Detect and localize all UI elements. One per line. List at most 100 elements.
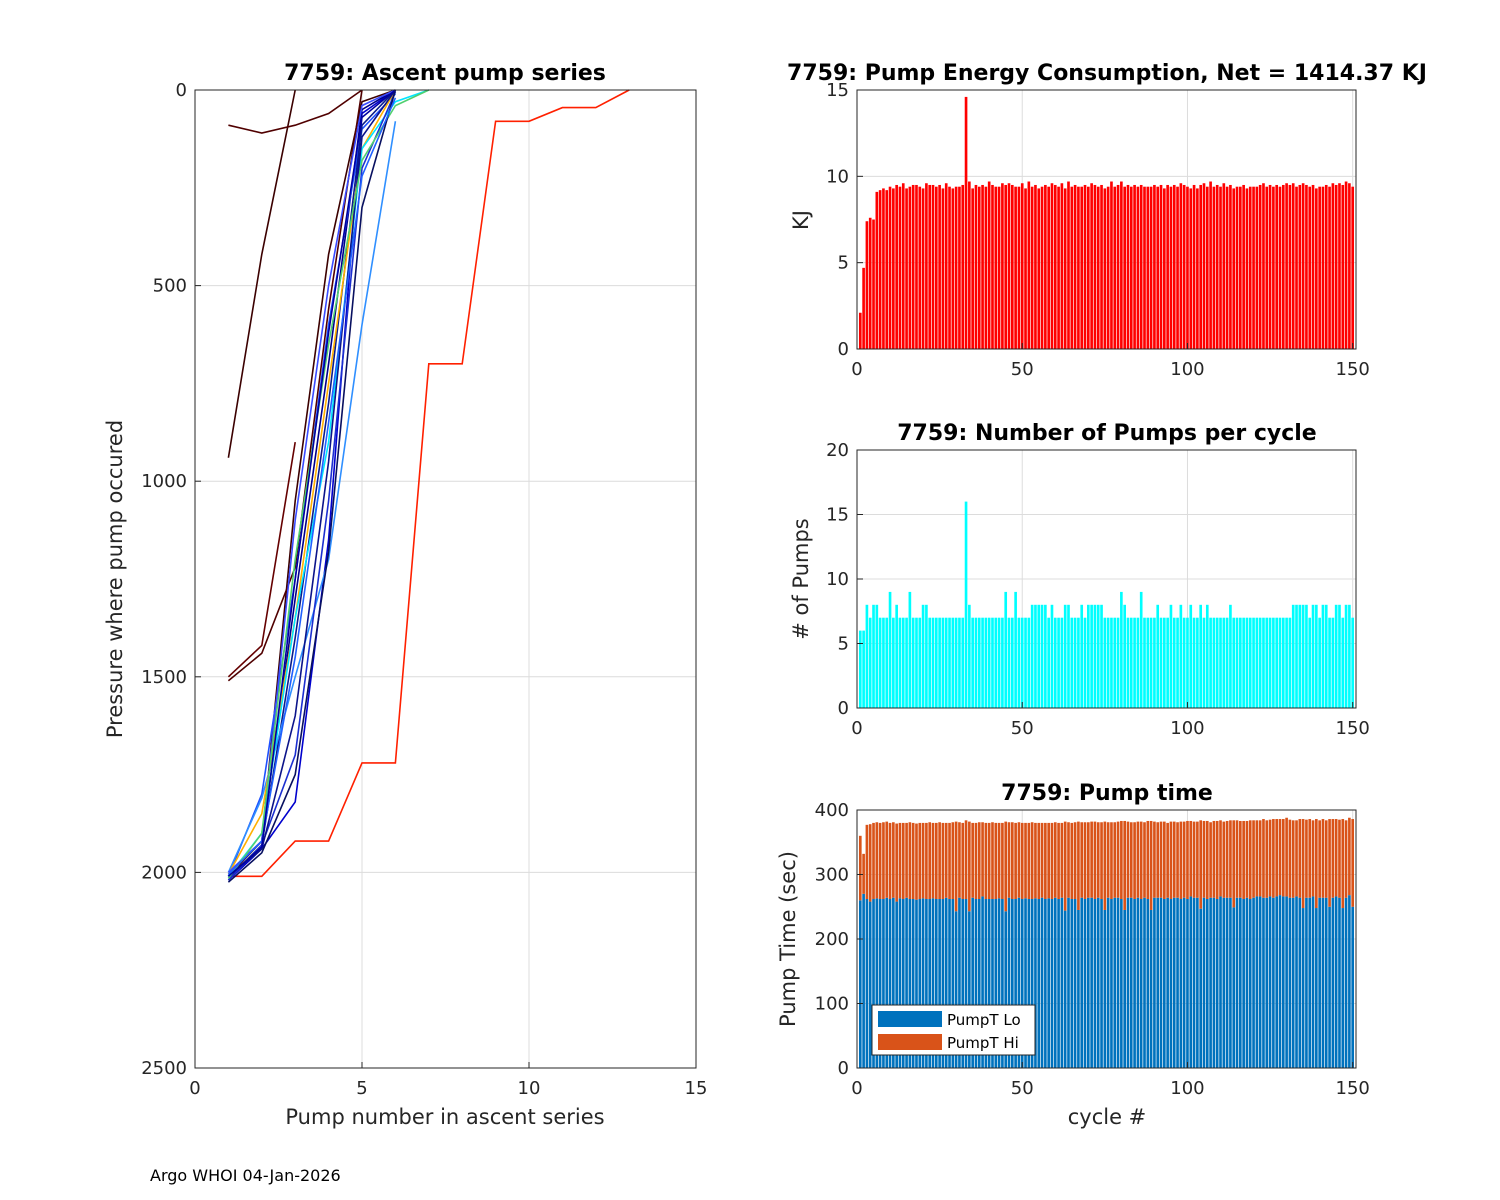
bar-pumpt-lo [994,899,998,1068]
ascent-ytick-label: 1000 [141,471,187,492]
bar-pumps [1232,617,1236,708]
bar-pumps [1348,604,1351,708]
bar-pumps [875,604,879,708]
bar-pumpt-hi [1291,820,1295,898]
bar-energy [1166,184,1169,349]
bar-pumpt-hi [1348,817,1351,896]
bar-pumpt-lo [1209,897,1212,1068]
bar-pumps [1100,604,1103,708]
bar-energy [1020,183,1024,349]
series-line-cycle-33 [228,89,630,878]
bar-pumps [1209,617,1212,708]
bar-pumpt-hi [1239,820,1242,898]
bar-pumpt-lo [1126,897,1130,1068]
pump-energy-chart: 0 50 100 150 0 5 10 15 7759: Pump Energy Consum… [787,61,1427,380]
bar-pumpt-hi [987,822,991,900]
bar-energy [1001,183,1004,349]
bar-energy [898,186,902,349]
bar-pumpt-hi [948,822,951,900]
bar-energy [1100,184,1103,349]
bar-pumps [1153,617,1156,708]
bar-pumpt-lo [1348,895,1351,1068]
bar-pumpt-lo [954,911,958,1068]
bar-pumps [1268,617,1272,708]
pumps-per-cycle-chart: 0 50 100 150 0 5 10 15 20 7759: Number of Pumps … [789,421,1370,739]
pumptime-xtick-label: 100 [1170,1078,1204,1099]
bar-pumpt-hi [1281,819,1285,897]
bar-pumpt-lo [1262,897,1265,1068]
bar-pumpt-hi [1001,822,1004,900]
bar-energy [948,186,951,349]
bar-pumpt-hi [941,822,945,900]
bar-energy [1338,183,1341,349]
bar-pumps [981,617,984,708]
bar-energy [915,184,918,349]
bar-energy [1129,186,1133,349]
bar-pumpt-lo [1298,897,1302,1068]
bar-pumpt-lo [941,899,945,1068]
bar-pumpt-lo [1311,896,1315,1068]
bar-pumps [1060,617,1064,708]
bar-energy [1311,184,1315,349]
bar-energy [872,219,875,349]
bar-pumpt-lo [997,898,1001,1068]
bar-pumpt-lo [1186,899,1189,1068]
bar-pumpt-lo [1324,897,1328,1068]
bar-pumpt-lo [928,899,932,1068]
bar-energy [1024,188,1027,349]
bar-energy [1235,186,1239,349]
bar-energy [1067,181,1070,349]
bar-pumpt-hi [895,823,898,902]
series-line-c05 [227,121,397,873]
bar-energy [1163,188,1166,349]
pumptime-x-axis-label: cycle # [1068,1105,1147,1129]
bar-pumps [898,617,902,708]
bar-energy [1169,186,1173,349]
bar-pumpt-hi [1215,820,1219,900]
bar-pumpt-lo [1166,897,1169,1068]
bar-pumpt-hi [1242,820,1245,900]
bar-energy [1298,184,1302,349]
bar-energy [1153,184,1156,349]
bar-pumps [1281,617,1285,708]
bar-pumps [961,617,965,708]
bar-pumpt-lo [1212,897,1216,1068]
bar-pumpt-lo [1010,899,1014,1068]
bar-energy [1229,184,1232,349]
bar-pumps [1222,617,1226,708]
bar-pumpt-hi [1229,820,1232,898]
bar-pumpt-hi [875,822,879,899]
bar-pumps [1126,617,1130,708]
bar-pumpt-hi [1044,822,1047,900]
ascent-xtick-label: 15 [685,1078,708,1099]
bar-pumpt-hi [1156,822,1160,898]
bar-pumpt-hi [1324,820,1328,898]
bar-pumpt-hi [1265,820,1269,898]
bar-pumpt-hi [1199,820,1203,909]
bar-pumpt-lo [925,899,928,1068]
bar-pumps [1146,617,1150,708]
bar-pumpt-lo [1192,897,1196,1068]
bar-pumps [1252,617,1255,708]
bar-energy [1113,186,1117,349]
bar-pumps [1255,617,1259,708]
bar-pumpt-lo [1215,899,1219,1068]
bar-pumpt-lo [915,899,918,1068]
bar-pumpt-lo [1225,897,1229,1068]
bar-pumpt-lo [1159,897,1163,1068]
bar-pumpt-lo [1315,908,1318,1068]
bar-pumps [1090,604,1093,708]
bar-pumpt-lo [984,899,988,1068]
bar-pumps [1166,617,1169,708]
bar-energy [1182,184,1186,349]
bar-energy [1281,184,1285,349]
bar-pumps [971,617,974,708]
bar-pumpt-hi [1169,821,1173,900]
bar-pumps [892,617,895,708]
bar-pumpt-lo [872,899,875,1068]
bar-pumps [1063,604,1067,708]
bar-pumpt-hi [1159,821,1163,898]
bar-energy [1278,186,1282,349]
bar-pumpt-hi [1129,822,1133,898]
bar-pumpt-lo [1139,899,1143,1068]
